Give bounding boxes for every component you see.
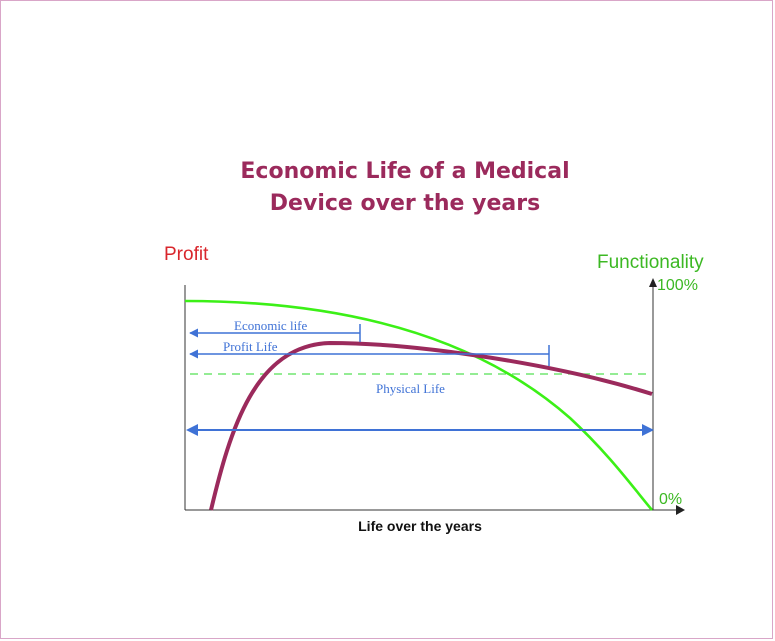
profit-life-label: Profit Life — [223, 339, 278, 354]
x-axis-label: Life over the years — [358, 518, 482, 534]
x-axis-arrow — [676, 505, 685, 515]
functionality-tick-0: 0% — [659, 491, 683, 508]
profit-axis-label: Profit — [164, 244, 209, 265]
physical-life-arrow-right-head — [642, 424, 654, 436]
functionality-tick-100: 100% — [657, 277, 698, 294]
physical-life-label: Physical Life — [376, 381, 445, 396]
right-axis-arrow — [649, 278, 657, 287]
profit-curve — [209, 340, 653, 511]
chart-title-line-2: Device over the years — [269, 191, 541, 216]
functionality-axis-label: Functionality — [597, 252, 704, 273]
economic-life-label: Economic life — [234, 318, 308, 333]
physical-life-arrow-left-head — [186, 424, 198, 436]
chart-title-line-1: Economic Life of a Medical — [240, 159, 570, 184]
functionality-curve — [184, 299, 653, 511]
chart-title: Economic Life of a Medical Device over t… — [205, 156, 605, 220]
